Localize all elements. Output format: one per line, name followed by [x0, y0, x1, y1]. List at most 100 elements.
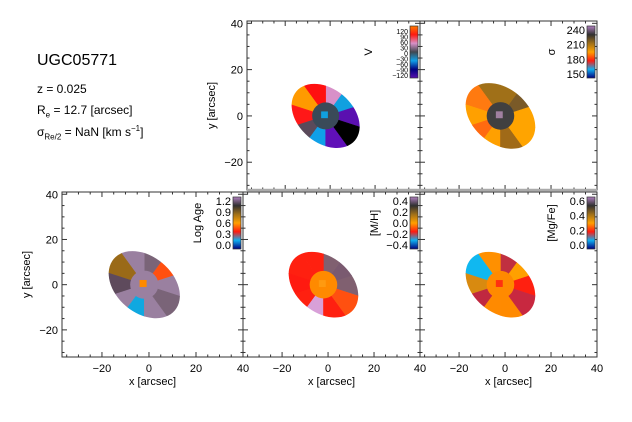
map-bin [95, 237, 145, 286]
map-bin [499, 284, 549, 331]
colorbar-label: [M/H] [369, 210, 381, 236]
x-tick-label: 20 [368, 363, 380, 375]
colorbar-tick-label: −30 [396, 57, 408, 64]
map-core-bin [495, 111, 503, 119]
map-bin [452, 284, 502, 331]
colorbar-tick-label: 0.9 [216, 207, 231, 219]
x-tick-label: −20 [93, 363, 112, 375]
binned-map [452, 238, 549, 331]
x-axis-label: x [arcsec] [485, 376, 532, 388]
y-axis-label: y [arcsec] [206, 82, 218, 129]
colorbar-tick-label: 120 [396, 29, 408, 36]
y-tick-label: 0 [237, 111, 243, 123]
x-axis-label: x [arcsec] [129, 376, 176, 388]
map-bin [452, 238, 502, 286]
colorbar-tick-label: −120 [392, 73, 408, 80]
y-tick-label: 0 [52, 280, 58, 292]
map-bin [325, 70, 373, 117]
map-bin [452, 69, 502, 117]
map-bin [275, 284, 325, 331]
map-bin [275, 238, 325, 286]
binned-map [275, 238, 372, 331]
map-bin [324, 115, 373, 162]
binned-map [452, 69, 549, 163]
colorbar-tick-label: 150 [567, 69, 585, 81]
colorbar-tick-label: 0.6 [216, 218, 231, 230]
binned-map [279, 70, 373, 162]
map-bin [452, 115, 502, 163]
colorbar-tick-label: 0.0 [570, 240, 585, 252]
colorbar-tick-label: 60 [400, 40, 408, 47]
colorbar-tick-label: 240 [567, 25, 585, 37]
sigma-panel: 240 210 180 150 σ [419, 20, 598, 191]
map-bin [452, 115, 501, 163]
x-tick-label: −20 [273, 363, 292, 375]
x-tick-label: 0 [146, 363, 152, 375]
colorbar-tick-label: 0 [404, 51, 408, 58]
x-tick-label: 0 [325, 363, 331, 375]
y-tick-label: −20 [39, 325, 58, 337]
y-tick-label: 40 [46, 189, 58, 201]
x-tick-label: 20 [190, 363, 202, 375]
colorbar-tick-label: 0.4 [570, 211, 585, 223]
map-bin [323, 238, 372, 286]
y-tick-label: 20 [46, 234, 58, 246]
colorbar [586, 196, 596, 250]
colorbar [409, 196, 419, 250]
map-core-bin [139, 279, 147, 288]
colorbar-tick-label: 0.4 [393, 196, 408, 208]
y-axis-label: y [arcsec] [21, 251, 33, 298]
colorbar-tick-label: 0.6 [570, 196, 585, 208]
colorbar-tick-label: −60 [396, 62, 408, 69]
colorbar-tick-label: −0.4 [386, 240, 408, 252]
map-bin [322, 284, 372, 331]
colorbar-tick-label: 0.0 [393, 218, 408, 230]
map-bin [143, 284, 194, 332]
colorbar-tick-label: 0.3 [216, 229, 231, 241]
metallicity-panel: −20 0 20 40 x [arcsec] 0.40.20.0−0.2−0.4 [M/H] [242, 191, 426, 388]
colorbar [409, 25, 419, 79]
map-bin [279, 115, 327, 162]
y-tick-label: −20 [224, 157, 243, 169]
map-core-bin [321, 111, 328, 119]
colorbar-tick-label: 210 [567, 40, 585, 52]
colorbar-tick-label: 1.2 [216, 196, 231, 208]
binned-map [95, 237, 194, 332]
colorbar-tick-label: 0.0 [216, 240, 231, 252]
colorbar-tick-label: −90 [396, 68, 408, 75]
x-tick-label: 40 [414, 363, 426, 375]
colorbar-tick-label: 0.2 [570, 225, 585, 237]
colorbar-tick-label: −0.2 [386, 229, 408, 241]
redshift-label: z = 0.025 [37, 82, 87, 96]
colorbar-label: Log Age [192, 203, 204, 243]
map-bin [279, 70, 327, 117]
colorbar [232, 196, 242, 250]
x-axis-label: x [arcsec] [308, 376, 355, 388]
map-bin [500, 69, 549, 117]
x-tick-label: 20 [545, 363, 557, 375]
colorbar [586, 25, 596, 79]
map-bin [499, 115, 549, 163]
sigma-label: σRe/2 = NaN [km s−1] [37, 124, 144, 142]
galaxy-name: UGC05771 [37, 52, 118, 69]
map-core-bin [495, 280, 503, 287]
colorbar-tick-label: 0.2 [393, 207, 408, 219]
colorbar-label: σ [546, 48, 558, 55]
axes-frame [419, 191, 598, 358]
x-tick-label: −20 [450, 363, 469, 375]
colorbar-tick-label: 90 [400, 35, 408, 42]
x-tick-label: 40 [237, 363, 249, 375]
map-bin [95, 284, 145, 332]
y-tick-label: 20 [231, 65, 243, 77]
mg-fe-panel: −20 0 20 40 x [arcsec] 0.6 0.4 0.2 0.0 [Mg/Fe] [419, 191, 603, 388]
colorbar-label: V [363, 48, 375, 56]
colorbar-tick-label: 30 [400, 46, 408, 53]
x-tick-label: 40 [591, 363, 603, 375]
colorbar-tick-label: 180 [567, 54, 585, 66]
colorbar-label: [Mg/Fe] [546, 204, 558, 241]
y-tick-label: 40 [231, 18, 243, 30]
effective-radius-label: Re = 12.7 [arcsec] [37, 103, 133, 120]
